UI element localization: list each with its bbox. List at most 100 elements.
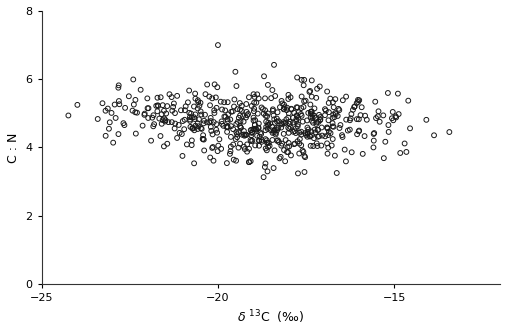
Point: [131, 97, 139, 103]
Point: [214, 143, 223, 148]
Point: [329, 124, 337, 129]
Point: [153, 109, 161, 114]
Point: [173, 93, 181, 99]
Point: [216, 99, 225, 104]
Point: [309, 144, 317, 149]
Point: [133, 110, 141, 115]
Point: [239, 119, 247, 124]
Point: [129, 77, 137, 82]
Point: [157, 133, 165, 139]
Point: [235, 115, 243, 121]
Point: [262, 128, 270, 133]
Point: [297, 143, 305, 148]
Point: [274, 126, 282, 131]
Point: [294, 122, 302, 127]
Point: [315, 112, 323, 118]
Point: [208, 96, 216, 101]
Point: [143, 106, 152, 111]
Point: [190, 115, 198, 120]
Point: [309, 112, 317, 118]
Point: [313, 120, 321, 125]
Point: [355, 128, 363, 133]
Point: [223, 129, 231, 135]
Point: [131, 110, 139, 115]
Point: [294, 115, 302, 121]
Point: [271, 93, 279, 99]
Point: [245, 146, 253, 152]
Point: [230, 104, 238, 109]
Point: [265, 140, 273, 146]
Point: [149, 124, 157, 129]
Point: [323, 125, 331, 130]
Point: [258, 105, 266, 110]
Point: [178, 131, 186, 137]
Point: [171, 111, 179, 116]
Point: [186, 115, 194, 120]
Point: [232, 121, 240, 127]
Point: [212, 95, 220, 100]
Point: [224, 117, 232, 122]
Point: [297, 106, 305, 111]
Point: [283, 149, 291, 155]
Point: [257, 130, 265, 135]
Point: [214, 42, 222, 48]
Point: [331, 153, 339, 158]
Point: [195, 117, 203, 122]
Point: [231, 69, 239, 75]
Point: [191, 123, 199, 129]
Point: [355, 98, 364, 103]
Point: [249, 115, 258, 120]
Point: [300, 104, 308, 110]
Point: [304, 131, 312, 137]
Point: [406, 126, 414, 131]
Point: [107, 110, 116, 116]
Point: [291, 141, 299, 146]
Point: [143, 96, 152, 101]
Point: [370, 131, 378, 136]
Point: [350, 104, 358, 110]
Point: [306, 134, 314, 139]
Point: [379, 113, 387, 118]
Point: [240, 133, 248, 139]
Point: [267, 128, 275, 133]
Point: [232, 137, 240, 142]
Point: [245, 160, 253, 165]
Point: [286, 95, 295, 100]
Point: [294, 105, 302, 110]
Point: [261, 108, 269, 113]
Point: [114, 85, 122, 90]
Point: [314, 134, 322, 140]
Point: [269, 130, 277, 136]
Point: [154, 103, 162, 108]
Point: [205, 120, 213, 125]
Point: [286, 124, 295, 130]
Point: [347, 116, 355, 121]
Point: [195, 103, 203, 109]
Point: [201, 92, 209, 97]
Point: [354, 97, 362, 103]
Point: [310, 127, 318, 132]
Point: [233, 107, 241, 112]
Point: [294, 171, 302, 176]
Point: [144, 115, 152, 121]
Point: [242, 132, 250, 138]
Point: [232, 83, 240, 89]
Point: [236, 141, 244, 146]
Point: [255, 138, 263, 143]
Point: [304, 110, 312, 116]
Point: [196, 100, 204, 106]
Point: [354, 99, 362, 105]
Point: [258, 139, 266, 145]
Point: [270, 128, 278, 133]
Point: [261, 164, 269, 169]
Point: [317, 125, 325, 130]
Point: [136, 87, 144, 93]
Point: [273, 119, 281, 124]
Point: [355, 117, 363, 122]
Point: [165, 92, 173, 97]
Point: [169, 104, 177, 110]
Point: [264, 144, 272, 150]
Point: [249, 127, 257, 132]
Point: [229, 109, 237, 114]
Point: [188, 143, 196, 148]
